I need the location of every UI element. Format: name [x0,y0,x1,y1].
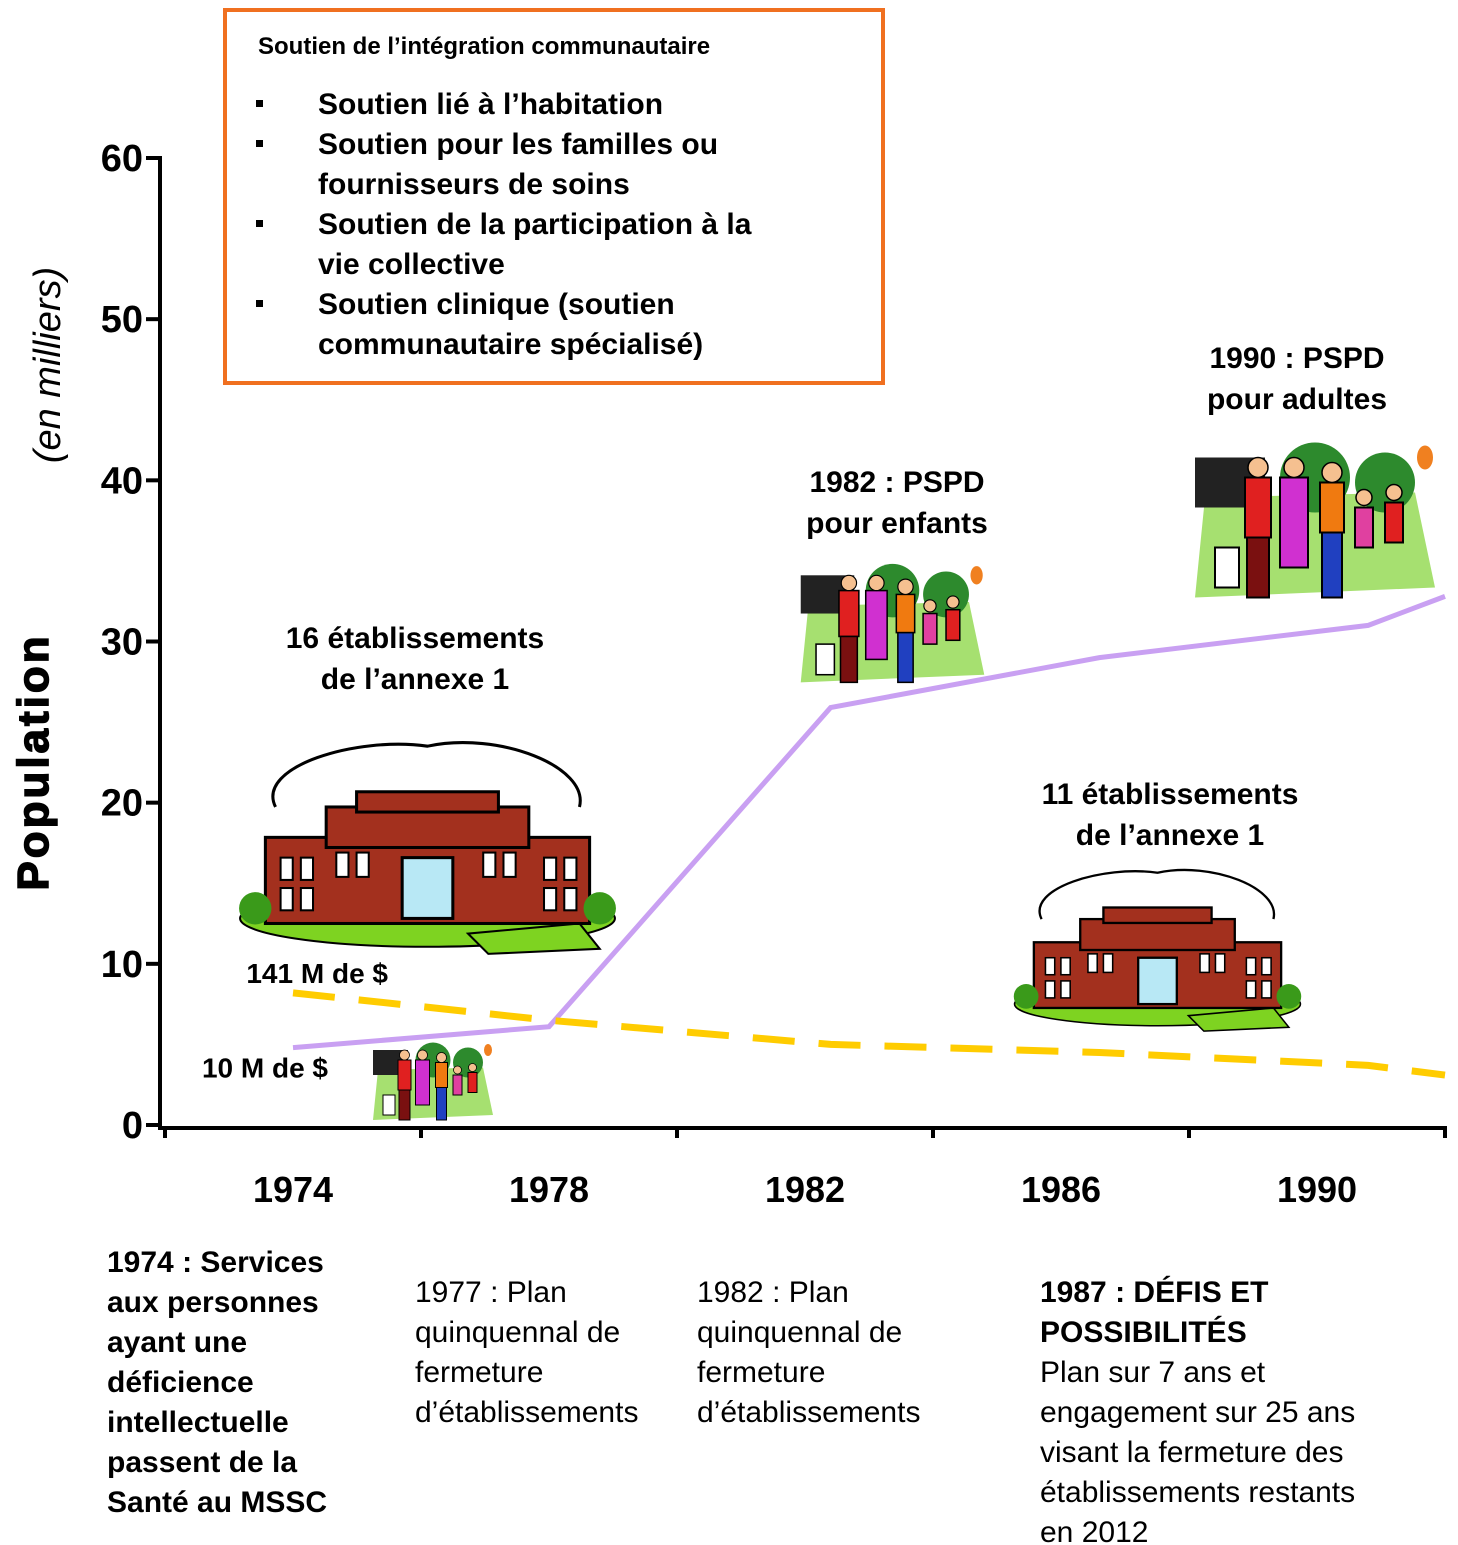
note-body: d’établissements [415,1396,638,1429]
note-body: Plan sur 7 ans et [1040,1356,1266,1389]
y-tick-label: 60 [101,138,143,180]
box-title: Soutien de l’intégration communautaire [258,33,710,60]
building-clipart [1014,870,1301,1031]
box-item: Soutien de la participation à la [318,208,752,241]
note-body: 1982 : Plan [697,1276,849,1309]
x-tick-label: 1974 [253,1169,333,1210]
bullet [256,140,263,147]
y-tick-label: 20 [101,783,143,825]
y-tick-label: 10 [101,944,143,986]
y-axis-subtitle: (en milliers) [27,267,69,463]
chart: 0 10 20 30 40 50 60 Population (en milliers) 1974… [0,0,1458,1545]
bullet [256,100,263,107]
box-item: Soutien pour les familles ou [318,128,718,161]
note-heading: aux personnes [107,1286,319,1319]
note-body: visant la fermeture des [1040,1436,1343,1469]
annotation: pour adultes [1207,383,1387,416]
people-clipart [373,1043,493,1121]
y-tick-label: 30 [101,622,143,664]
box-item: communautaire spécialisé) [318,328,703,361]
people-clipart [801,564,985,683]
note-heading: Santé au MSSC [107,1486,327,1519]
note-heading: déficience [107,1366,254,1399]
annotation: pour enfants [806,507,988,540]
bullet [256,220,263,227]
y-axis-title: Population [9,633,58,890]
note-body: d’établissements [697,1396,920,1429]
note-heading: intellectuelle [107,1406,289,1439]
page: 0 10 20 30 40 50 60 Population (en milliers) 1974… [0,0,1458,1545]
note-heading: POSSIBILITÉS [1040,1315,1247,1349]
building-clipart [239,743,616,954]
note-body: engagement sur 25 ans [1040,1396,1355,1429]
annotation: 1990 : PSPD [1209,342,1384,375]
x-tick-label: 1986 [1021,1169,1101,1210]
note-heading: 1974 : Services [107,1246,324,1279]
note-body: fermeture [697,1356,825,1389]
people-clipart [1195,443,1435,598]
box-item: vie collective [318,248,505,281]
annotation: 11 établissements [1042,778,1299,811]
note-body: fermeture [415,1356,543,1389]
note-heading: 1987 : DÉFIS ET [1040,1275,1268,1309]
box-item: Soutien clinique (soutien [318,288,675,321]
note-body: 1977 : Plan [415,1276,567,1309]
annotation: 16 établissements [286,622,544,655]
x-tick-label: 1978 [509,1169,589,1210]
note-heading: passent de la [107,1446,297,1479]
series-label: 10 M de $ [202,1053,328,1084]
annotation: 1982 : PSPD [809,466,984,499]
box-item: Soutien lié à l’habitation [318,88,663,121]
note-body: en 2012 [1040,1516,1148,1545]
annotation: de l’annexe 1 [321,663,509,696]
series-label: 141 M de $ [246,958,388,989]
y-tick-label: 50 [101,299,143,341]
note-body: quinquennal de [415,1316,620,1349]
y-tick-label: 40 [101,460,143,502]
box-item: fournisseurs de soins [318,168,630,201]
note-body: quinquennal de [697,1316,902,1349]
note-body: établissements restants [1040,1476,1355,1509]
bullet [256,300,263,307]
note-heading: ayant une [107,1326,247,1359]
y-tick-label: 0 [122,1105,143,1147]
annotation: de l’annexe 1 [1076,819,1264,852]
x-tick-label: 1990 [1277,1169,1357,1210]
x-tick-label: 1982 [765,1169,845,1210]
